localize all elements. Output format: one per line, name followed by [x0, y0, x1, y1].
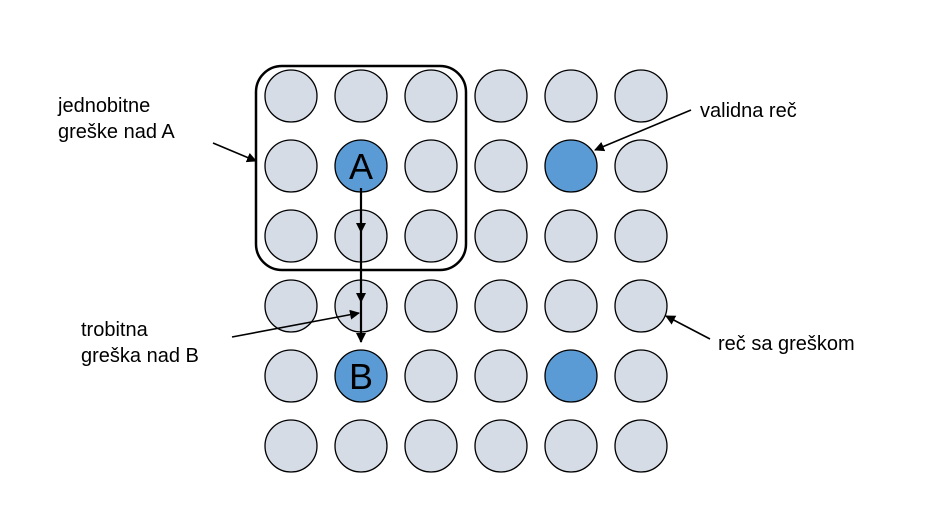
word-circle [264, 209, 318, 263]
error-word-label: reč sa greškom [718, 333, 855, 355]
single-bit-label-line-1: jednobitne [58, 95, 151, 117]
valid-word-circle [544, 349, 598, 403]
single-bit-label-line-2: greške nad A [58, 121, 175, 143]
triple-bit-label-line-1: trobitna [81, 319, 148, 341]
error-word-callout-arrow [665, 315, 711, 340]
word-circle [614, 349, 668, 403]
triple-bit-callout-arrow [231, 309, 360, 338]
word-circle [474, 139, 528, 193]
single-bit-callout-arrow [212, 142, 257, 163]
word-circle [544, 69, 598, 123]
valid-word-label: validna reč [700, 100, 797, 122]
word-circle [404, 209, 458, 263]
triple-bit-label-line-2: greška nad B [81, 345, 199, 367]
word-circle [614, 69, 668, 123]
word-circle [264, 69, 318, 123]
word-circle [404, 279, 458, 333]
valid-word-letter: A [349, 146, 373, 187]
word-circle [404, 349, 458, 403]
word-circle [474, 69, 528, 123]
word-circle [334, 69, 388, 123]
valid-word-circle [334, 349, 388, 403]
word-circle [404, 139, 458, 193]
word-circle [614, 279, 668, 333]
word-circle [334, 419, 388, 473]
valid-word-circle [544, 139, 598, 193]
word-circle [474, 209, 528, 263]
word-circle [474, 279, 528, 333]
word-circle [614, 419, 668, 473]
word-circle [544, 419, 598, 473]
single-bit-errors-label: jednobitne greške nad A [58, 93, 175, 145]
word-circle [474, 419, 528, 473]
word-circle [264, 349, 318, 403]
word-circle [544, 209, 598, 263]
word-circle [614, 209, 668, 263]
word-circle [404, 419, 458, 473]
word-circle [264, 139, 318, 193]
valid-word-callout-arrow [594, 109, 692, 152]
word-circle [614, 139, 668, 193]
word-circle [264, 279, 318, 333]
valid-word-letter: B [349, 356, 373, 397]
word-circle [264, 419, 318, 473]
word-circle [404, 69, 458, 123]
callout-arrows [212, 109, 711, 340]
triple-bit-error-label: trobitna greška nad B [81, 317, 199, 369]
word-circle [544, 279, 598, 333]
word-circle [474, 349, 528, 403]
